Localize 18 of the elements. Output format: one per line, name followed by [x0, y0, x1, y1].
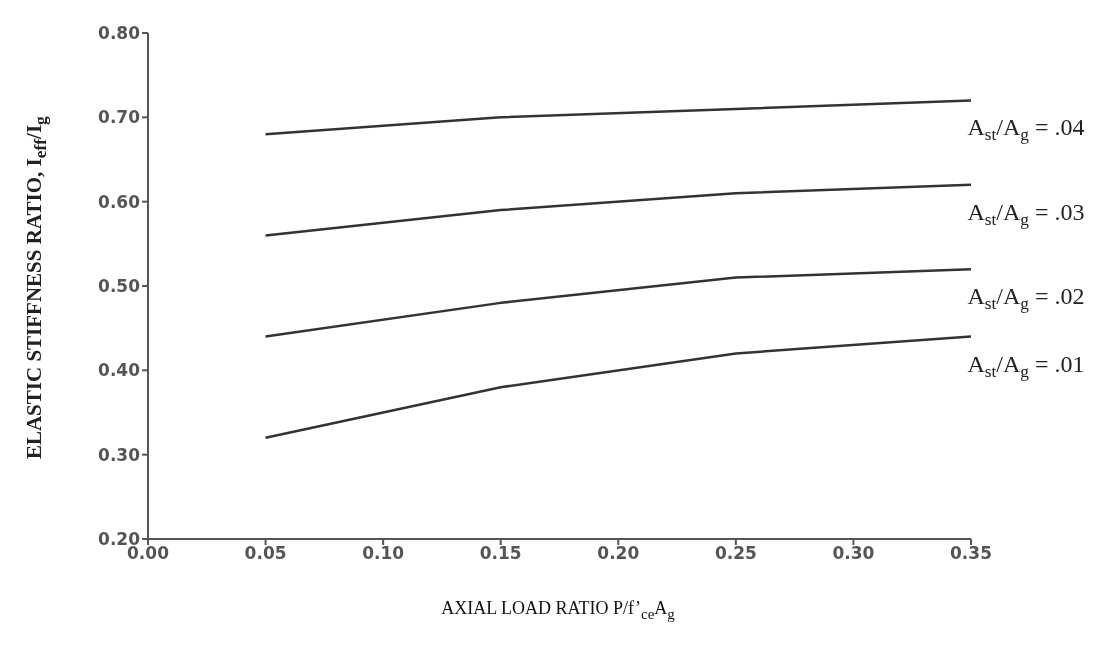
x-tick-label: 0.15: [479, 543, 522, 564]
y-tick-label: 0.80: [98, 23, 141, 44]
x-tick-label: 0.35: [950, 543, 992, 564]
x-tick-label: 0.10: [362, 543, 405, 564]
series-label: A$_{st}$/A$_{g}$ = .04: [967, 114, 1085, 145]
y-tick-label: 0.70: [98, 107, 141, 128]
y-tick-label: 0.50: [98, 276, 141, 297]
x-tick-label: 0.05: [244, 543, 287, 564]
y-tick-label: 0.30: [98, 444, 141, 465]
x-tick-label: 0.25: [714, 543, 757, 564]
x-tick-label: 0.20: [597, 543, 640, 564]
y-tick-label: 0.40: [98, 360, 141, 381]
series-label: A$_{st}$/A$_{g}$ = .03: [967, 198, 1085, 229]
series-label: A$_{st}$/A$_{g}$ = .01: [967, 350, 1085, 381]
x-tick-label: 0.30: [832, 543, 875, 564]
x-axis-title: AXIAL LOAD RATIO P/f’$_{ce}$A$_{g}$: [440, 598, 676, 623]
series-label: A$_{st}$/A$_{g}$ = .02: [967, 283, 1085, 314]
y-tick-label: 0.60: [98, 191, 141, 212]
